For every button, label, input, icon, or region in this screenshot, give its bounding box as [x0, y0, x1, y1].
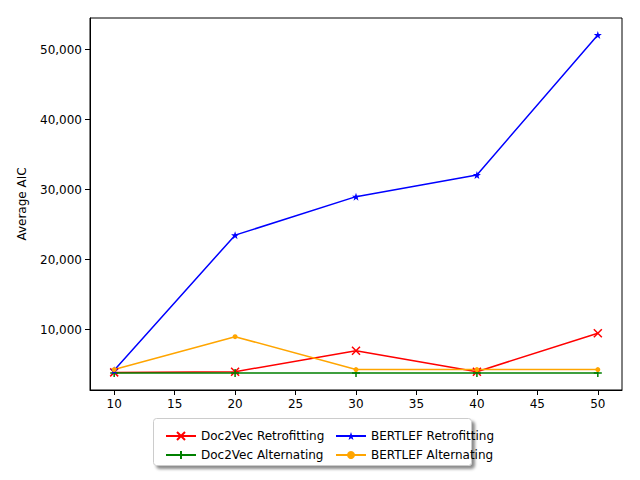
svg-text:10: 10	[107, 397, 122, 411]
svg-text:40,000: 40,000	[40, 113, 82, 127]
svg-text:50: 50	[590, 397, 605, 411]
svg-text:50,000: 50,000	[40, 43, 82, 57]
svg-text:BERTLEF Retrofitting: BERTLEF Retrofitting	[371, 429, 494, 443]
svg-text:25: 25	[288, 397, 303, 411]
svg-text:Doc2Vec Alternating: Doc2Vec Alternating	[201, 448, 323, 462]
svg-text:40: 40	[469, 397, 484, 411]
svg-text:20: 20	[227, 397, 242, 411]
svg-text:35: 35	[409, 397, 424, 411]
svg-text:30,000: 30,000	[40, 183, 82, 197]
svg-text:Average AIC: Average AIC	[15, 167, 29, 240]
svg-text:15: 15	[167, 397, 182, 411]
svg-text:30: 30	[348, 397, 363, 411]
svg-text:20,000: 20,000	[40, 253, 82, 267]
svg-text:BERTLEF Alternating: BERTLEF Alternating	[371, 448, 493, 462]
svg-text:45: 45	[530, 397, 545, 411]
svg-text:10,000: 10,000	[40, 323, 82, 337]
svg-text:Doc2Vec Retrofitting: Doc2Vec Retrofitting	[201, 429, 324, 443]
